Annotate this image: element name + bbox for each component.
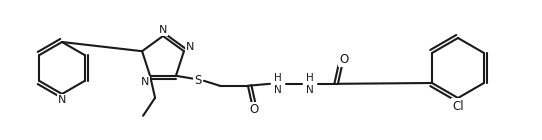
Text: H
N: H N — [274, 73, 282, 95]
Text: O: O — [249, 103, 259, 116]
Text: N: N — [58, 95, 66, 105]
Text: H
N: H N — [306, 73, 314, 95]
Text: N: N — [159, 25, 167, 35]
Text: Cl: Cl — [452, 100, 464, 113]
Text: O: O — [339, 53, 349, 66]
Text: N: N — [141, 77, 149, 87]
Text: S: S — [194, 74, 202, 87]
Text: N: N — [186, 42, 194, 52]
